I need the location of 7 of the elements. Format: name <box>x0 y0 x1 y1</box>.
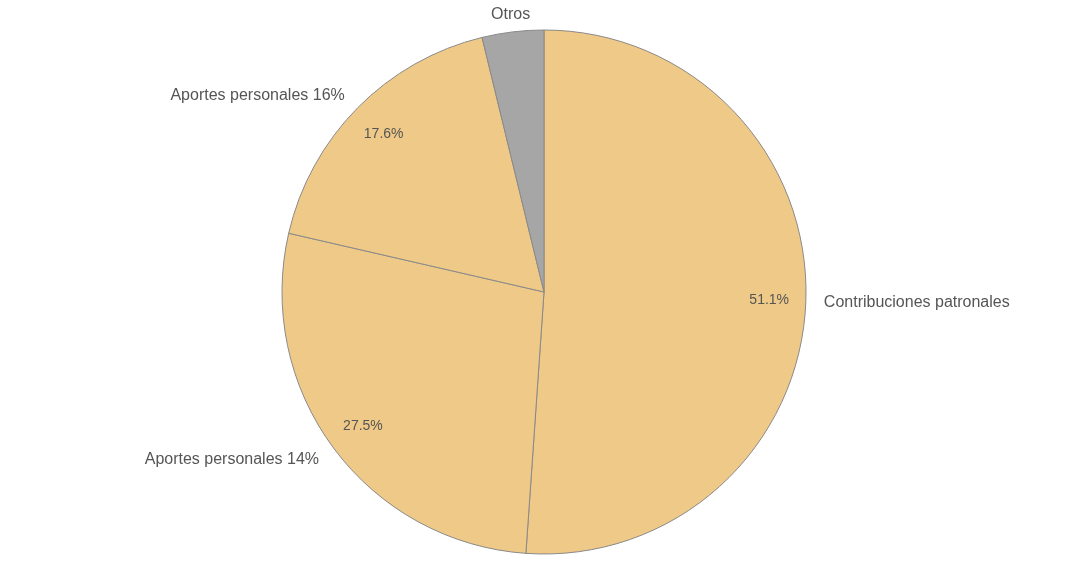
slice-label: Aportes personales 16% <box>170 86 345 104</box>
slice-label: Aportes personales 14% <box>144 449 320 467</box>
data-label: 17.6% <box>363 124 404 141</box>
data-label: 51.1% <box>749 290 790 307</box>
data-label: 27.5% <box>343 417 383 434</box>
slice-label: Contribuciones patronales <box>823 292 1010 310</box>
slice-label: Otros <box>491 4 531 22</box>
